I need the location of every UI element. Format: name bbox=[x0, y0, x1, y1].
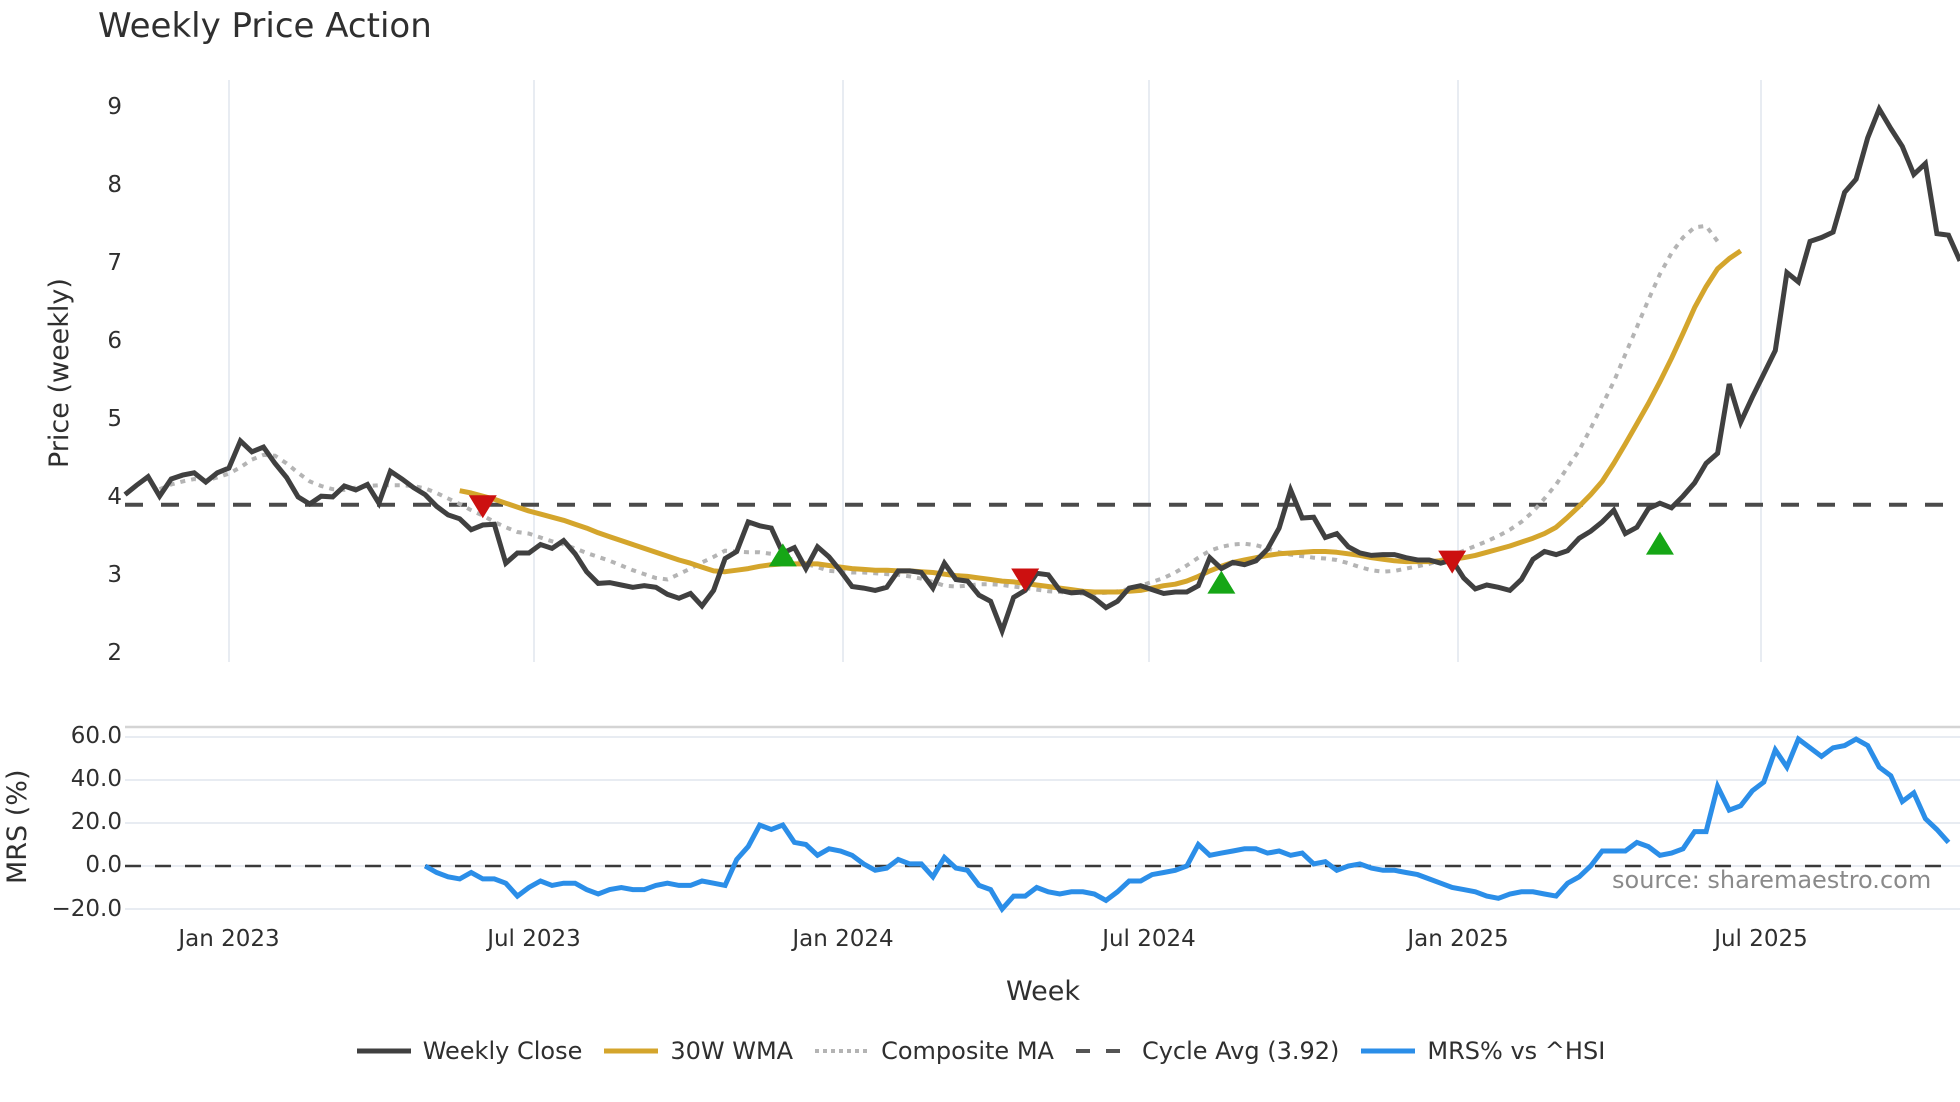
composite-ma-line bbox=[158, 223, 1720, 596]
buy-signal-icon bbox=[1207, 570, 1236, 594]
legend-item-mrs[interactable]: MRS% vs ^HSI bbox=[1359, 1036, 1605, 1066]
x-tick: Jul 2023 bbox=[487, 926, 581, 952]
x-axis-label: Week bbox=[1006, 976, 1080, 1007]
mrs-tick: 0.0 bbox=[85, 852, 122, 878]
sell-signal-icon bbox=[468, 495, 497, 519]
legend: Weekly Close 30W WMA Composite MA Cycle … bbox=[0, 1036, 1960, 1066]
legend-label: 30W WMA bbox=[670, 1037, 794, 1065]
price-tick: 9 bbox=[107, 94, 122, 120]
price-tick: 5 bbox=[107, 406, 122, 432]
price-axis-label: Price (weekly) bbox=[44, 278, 75, 468]
sell-signal-icon bbox=[1011, 568, 1040, 592]
x-tick: Jan 2023 bbox=[178, 926, 280, 952]
dotted-line-icon bbox=[815, 1049, 870, 1053]
x-tick: Jan 2025 bbox=[1407, 926, 1509, 952]
buy-signal-icon bbox=[768, 543, 797, 567]
x-tick: Jul 2025 bbox=[1714, 926, 1808, 952]
price-tick: 6 bbox=[107, 328, 122, 354]
x-tick: Jul 2024 bbox=[1102, 926, 1196, 952]
legend-label: MRS% vs ^HSI bbox=[1427, 1037, 1606, 1065]
mrs-tick: −20.0 bbox=[51, 896, 122, 922]
price-tick: 7 bbox=[107, 250, 122, 276]
legend-item-composite-ma[interactable]: Composite MA bbox=[813, 1036, 1054, 1066]
sell-signal-icon bbox=[1438, 550, 1467, 574]
dashed-line-icon bbox=[1075, 1049, 1130, 1053]
legend-label: Cycle Avg (3.92) bbox=[1141, 1037, 1340, 1065]
legend-label: Composite MA bbox=[881, 1037, 1054, 1065]
price-tick: 3 bbox=[107, 562, 122, 588]
price-tick: 8 bbox=[107, 172, 122, 198]
chart-title: Weekly Price Action bbox=[98, 6, 432, 46]
legend-item-wma[interactable]: 30W WMA bbox=[602, 1036, 793, 1066]
mrs-tick: 40.0 bbox=[70, 766, 122, 792]
legend-item-weekly-close[interactable]: Weekly Close bbox=[355, 1036, 583, 1066]
mrs-tick: 20.0 bbox=[70, 809, 122, 835]
mrs-line bbox=[423, 735, 1951, 914]
solid-line-icon bbox=[604, 1048, 659, 1054]
source-watermark: source: sharemaestro.com bbox=[1612, 866, 1932, 894]
mrs-tick: 60.0 bbox=[70, 723, 122, 749]
wma-line bbox=[459, 248, 1743, 595]
weekly-close-line bbox=[123, 103, 1960, 639]
buy-signal-icon bbox=[1645, 531, 1674, 555]
mrs-axis-label: MRS (%) bbox=[2, 769, 33, 885]
solid-line-icon bbox=[356, 1048, 411, 1054]
solid-line-icon bbox=[1361, 1048, 1416, 1054]
price-tick: 2 bbox=[107, 640, 122, 666]
price-tick: 4 bbox=[107, 484, 122, 510]
legend-item-cycle-avg[interactable]: Cycle Avg (3.92) bbox=[1074, 1036, 1339, 1066]
legend-label: Weekly Close bbox=[422, 1037, 583, 1065]
x-tick: Jan 2024 bbox=[792, 926, 894, 952]
